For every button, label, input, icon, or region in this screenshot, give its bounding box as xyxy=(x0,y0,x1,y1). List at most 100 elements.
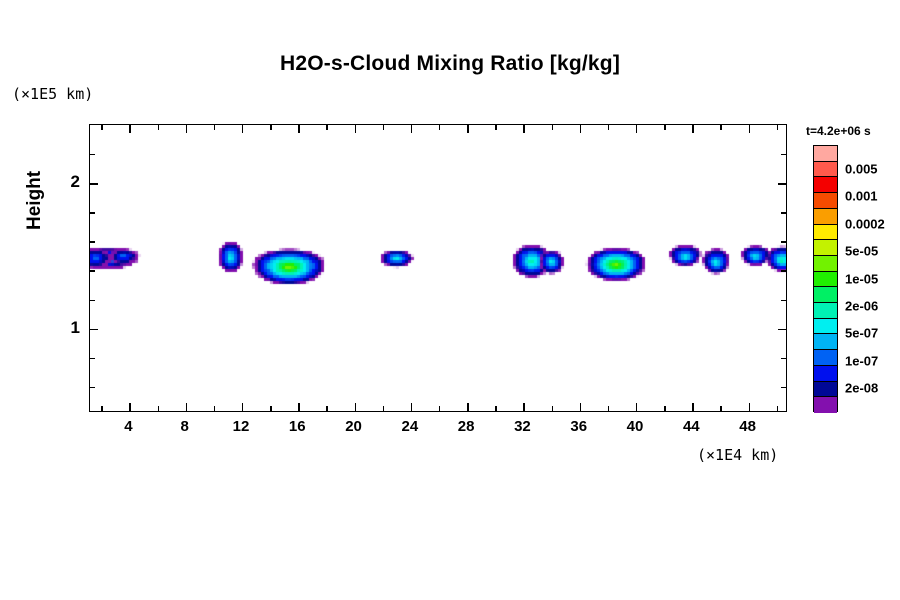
colorbar-segment xyxy=(814,240,837,256)
x-tick xyxy=(579,403,582,411)
x-tick xyxy=(748,125,750,133)
y-tick xyxy=(90,212,95,214)
colorbar-segment xyxy=(814,193,837,209)
x-tick-label: 32 xyxy=(514,418,531,435)
timestamp-label: t=4.2e+06 s xyxy=(806,124,871,138)
colorbar-segment xyxy=(814,287,837,304)
x-tick xyxy=(636,125,638,133)
x-tick xyxy=(213,406,216,411)
x-tick xyxy=(157,406,159,411)
contour-field xyxy=(90,125,786,411)
y-tick xyxy=(778,183,786,185)
y-tick xyxy=(781,386,786,389)
x-tick-label: 24 xyxy=(401,418,419,435)
colorbar-segment xyxy=(814,334,837,351)
x-tick xyxy=(101,125,103,130)
y-axis-title: Height xyxy=(24,170,45,230)
x-tick xyxy=(523,403,525,411)
x-tick-label: 8 xyxy=(180,418,189,435)
colorbar-segment xyxy=(814,177,837,194)
x-tick xyxy=(326,125,328,130)
colorbar-segment xyxy=(814,161,837,178)
x-tick xyxy=(354,403,356,411)
x-tick xyxy=(692,403,694,411)
y-tick xyxy=(90,270,95,272)
x-tick-label: 44 xyxy=(682,418,700,435)
x-tick xyxy=(270,406,272,411)
colorbar-tick-label: 0.005 xyxy=(845,161,878,177)
colorbar-segment xyxy=(814,397,837,413)
x-tick xyxy=(607,406,610,411)
y-tick xyxy=(781,357,786,360)
y-tick xyxy=(90,154,95,156)
colorbar-segment xyxy=(814,271,837,288)
x-tick xyxy=(241,403,244,411)
colorbar-tick-label: 0.0002 xyxy=(845,216,885,232)
x-tick xyxy=(241,125,244,133)
y-tick xyxy=(90,183,98,185)
x-tick xyxy=(523,125,525,133)
y-tick xyxy=(90,357,95,360)
x-tick xyxy=(579,125,582,133)
x-tick xyxy=(185,403,188,411)
colorbar-segment xyxy=(814,208,837,225)
x-tick xyxy=(607,125,610,130)
x-tick xyxy=(185,125,188,133)
colorbar-segment xyxy=(814,303,837,319)
x-tick xyxy=(692,125,694,133)
x-tick xyxy=(748,403,750,411)
x-tick xyxy=(467,125,469,133)
colorbar-tick-label: 0.001 xyxy=(845,188,878,204)
x-tick xyxy=(551,406,553,411)
y-tick-label: 2 xyxy=(70,172,80,192)
x-tick xyxy=(101,406,103,411)
x-tick xyxy=(776,125,779,130)
colorbar-tick-label: 5e-05 xyxy=(845,243,879,259)
x-tick xyxy=(636,403,638,411)
x-tick xyxy=(354,125,356,133)
x-tick xyxy=(129,403,131,411)
x-tick-label: 4 xyxy=(124,418,133,435)
y-tick xyxy=(781,212,786,214)
x-tick xyxy=(326,406,328,411)
x-tick-label: 40 xyxy=(626,418,644,435)
x-tick xyxy=(664,125,666,130)
colorbar-segment xyxy=(814,381,837,398)
x-tick xyxy=(129,125,131,133)
y-tick-label: 1 xyxy=(70,317,80,337)
x-tick xyxy=(439,125,441,130)
x-tick xyxy=(720,125,722,130)
colorbar-segment xyxy=(814,318,837,335)
y-axis-unit-label: (×1E5 km) xyxy=(12,85,94,103)
plot-area[interactable] xyxy=(89,124,787,412)
colorbar-tick-label: 1e-05 xyxy=(845,271,879,286)
x-tick xyxy=(410,403,413,411)
colorbar-segment xyxy=(814,365,837,382)
y-tick xyxy=(90,299,95,301)
x-tick xyxy=(270,125,272,130)
x-tick xyxy=(410,125,413,133)
x-tick xyxy=(439,406,441,411)
colorbar-tick-label: 5e-07 xyxy=(845,325,879,341)
colorbar-tick-label: 1e-07 xyxy=(845,353,879,369)
x-tick xyxy=(664,406,666,411)
colorbar-segment xyxy=(814,146,837,162)
x-tick xyxy=(298,125,300,133)
x-tick-label: 36 xyxy=(570,418,588,435)
colorbar-segment xyxy=(814,350,837,366)
x-tick-label: 12 xyxy=(232,418,250,435)
x-tick xyxy=(720,406,722,411)
colorbar[interactable] xyxy=(813,145,838,413)
colorbar-tick-label: 2e-08 xyxy=(845,380,879,396)
colorbar-segment xyxy=(814,255,837,272)
x-tick xyxy=(157,125,159,130)
y-tick xyxy=(90,386,95,389)
page-title: H2O-s-Cloud Mixing Ratio [kg/kg] xyxy=(279,52,621,75)
x-tick xyxy=(495,125,497,130)
y-tick xyxy=(90,241,95,243)
x-tick xyxy=(382,406,385,411)
y-tick xyxy=(781,299,786,301)
x-axis-unit-label: (×1E4 km) xyxy=(697,446,779,464)
x-tick-label: 48 xyxy=(739,418,756,435)
